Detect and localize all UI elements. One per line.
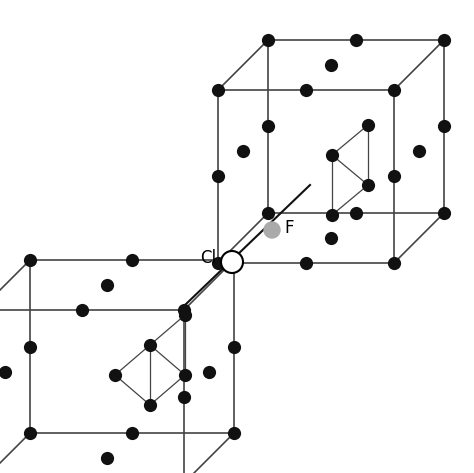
Circle shape xyxy=(264,222,280,238)
Text: F: F xyxy=(284,219,293,237)
Text: Cl: Cl xyxy=(200,249,216,267)
Circle shape xyxy=(221,251,243,273)
